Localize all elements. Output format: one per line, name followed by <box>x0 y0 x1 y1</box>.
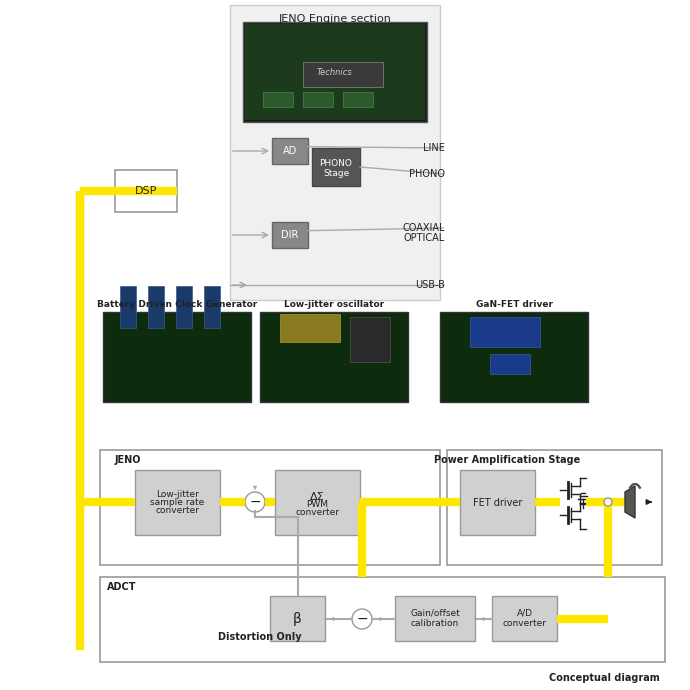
FancyBboxPatch shape <box>270 596 325 641</box>
FancyBboxPatch shape <box>120 286 136 328</box>
FancyBboxPatch shape <box>148 286 164 328</box>
FancyBboxPatch shape <box>263 92 293 107</box>
FancyBboxPatch shape <box>492 596 557 641</box>
FancyBboxPatch shape <box>470 317 540 347</box>
FancyBboxPatch shape <box>100 450 440 565</box>
Text: Battery Driven Clock Generator: Battery Driven Clock Generator <box>97 299 257 308</box>
Text: Low-jitter oscillator: Low-jitter oscillator <box>284 299 384 308</box>
FancyBboxPatch shape <box>243 22 427 122</box>
Text: JENO Engine section: JENO Engine section <box>279 14 391 24</box>
Text: PHONO: PHONO <box>319 159 353 168</box>
FancyBboxPatch shape <box>440 312 588 402</box>
Text: GaN-FET driver: GaN-FET driver <box>475 299 553 308</box>
FancyBboxPatch shape <box>100 577 665 662</box>
Polygon shape <box>625 486 635 518</box>
Text: Conceptual diagram: Conceptual diagram <box>549 673 660 683</box>
Text: Power Amplification Stage: Power Amplification Stage <box>434 455 580 465</box>
FancyBboxPatch shape <box>275 470 360 535</box>
FancyBboxPatch shape <box>490 354 530 374</box>
FancyBboxPatch shape <box>176 286 192 328</box>
Text: β: β <box>293 611 302 626</box>
Text: AD: AD <box>283 146 297 156</box>
Text: Gain/offset: Gain/offset <box>410 609 460 618</box>
FancyBboxPatch shape <box>115 170 177 212</box>
FancyBboxPatch shape <box>230 5 440 300</box>
Text: PHONO: PHONO <box>409 169 445 179</box>
Text: PWM: PWM <box>306 500 328 509</box>
FancyBboxPatch shape <box>343 92 373 107</box>
FancyBboxPatch shape <box>103 312 251 402</box>
Text: Low-jitter: Low-jitter <box>156 490 199 499</box>
Text: JENO: JENO <box>115 455 141 465</box>
FancyBboxPatch shape <box>260 312 408 402</box>
FancyBboxPatch shape <box>245 24 425 120</box>
Text: Stage: Stage <box>323 168 349 177</box>
FancyBboxPatch shape <box>350 317 390 362</box>
Text: DIR: DIR <box>282 230 299 240</box>
Text: Distortion Only: Distortion Only <box>218 632 302 642</box>
FancyBboxPatch shape <box>312 148 360 186</box>
Text: ADCT: ADCT <box>107 582 137 592</box>
FancyBboxPatch shape <box>272 138 308 164</box>
Circle shape <box>604 498 612 506</box>
Text: converter: converter <box>502 619 546 628</box>
Circle shape <box>245 492 265 512</box>
Text: COAXIAL: COAXIAL <box>402 223 445 233</box>
Text: −: − <box>249 495 261 509</box>
Text: −: − <box>356 612 368 626</box>
Text: ΔΣ: ΔΣ <box>310 491 325 502</box>
Text: LINE: LINE <box>423 143 445 153</box>
FancyBboxPatch shape <box>460 470 535 535</box>
Text: converter: converter <box>155 506 199 515</box>
Text: A/D: A/D <box>517 609 533 618</box>
Text: FET driver: FET driver <box>473 497 522 508</box>
FancyBboxPatch shape <box>447 450 662 565</box>
Text: converter: converter <box>295 508 339 517</box>
FancyBboxPatch shape <box>303 62 383 87</box>
Text: DSP: DSP <box>135 186 157 196</box>
FancyBboxPatch shape <box>204 286 220 328</box>
FancyBboxPatch shape <box>395 596 475 641</box>
Text: OPTICAL: OPTICAL <box>404 233 445 243</box>
Circle shape <box>352 609 372 629</box>
Text: sample rate: sample rate <box>150 498 205 507</box>
FancyBboxPatch shape <box>280 314 340 342</box>
FancyBboxPatch shape <box>272 222 308 248</box>
Text: Technics: Technics <box>317 68 353 77</box>
Text: USB-B: USB-B <box>415 280 445 290</box>
FancyBboxPatch shape <box>135 470 220 535</box>
Text: calibration: calibration <box>411 619 459 628</box>
FancyBboxPatch shape <box>303 92 333 107</box>
